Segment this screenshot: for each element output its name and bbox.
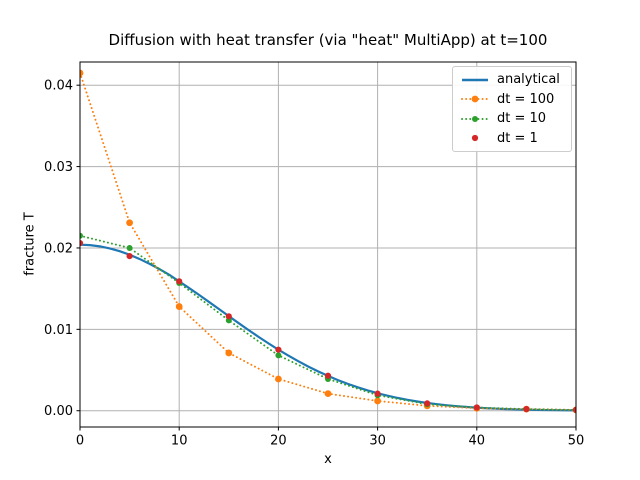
x-tick-label-30: 30 [369,434,386,449]
legend-sample-icon [461,115,489,122]
x-axis-label: x [324,452,332,467]
legend-item-dt-1: dt = 1 [460,129,564,147]
legend-item-dt-100: dt = 100 [460,90,564,108]
series-markers-dt-1 [80,239,576,414]
legend-label: dt = 100 [497,91,555,107]
x-tick-label-50: 50 [568,434,585,449]
legend-item-analytical: analytical [460,71,564,89]
legend-sample-icon [462,78,488,81]
y-axis-label: fracture T [22,212,38,276]
series-group [80,69,576,414]
x-tick-label-40: 40 [469,434,486,449]
axes-spines [79,61,577,428]
y-tick-label-0.02: 0.02 [44,241,73,256]
legend-sample-icon [471,135,479,142]
series-line-analytical [80,243,576,412]
chart-title: Diffusion with heat transfer (via "heat"… [108,31,548,49]
x-tick-label-10: 10 [171,434,188,449]
y-tick-label-0.04: 0.04 [44,79,73,94]
y-tick-label-0.01: 0.01 [44,323,73,338]
x-tick-label-20: 20 [270,434,287,449]
legend-label: analytical [497,72,560,88]
legend-label: dt = 10 [497,111,547,127]
legend-label: dt = 1 [497,130,538,146]
x-tick-label-0: 0 [76,434,84,449]
y-tick-label-0.00: 0.00 [44,404,73,419]
legend: analytical dt = 100 dt = 10 dt = 1 [452,66,572,152]
y-tick-label-0.03: 0.03 [44,160,73,175]
series-line-dt-10 [80,234,576,411]
legend-sample-icon [461,95,489,103]
legend-item-dt-10: dt = 10 [460,110,564,128]
